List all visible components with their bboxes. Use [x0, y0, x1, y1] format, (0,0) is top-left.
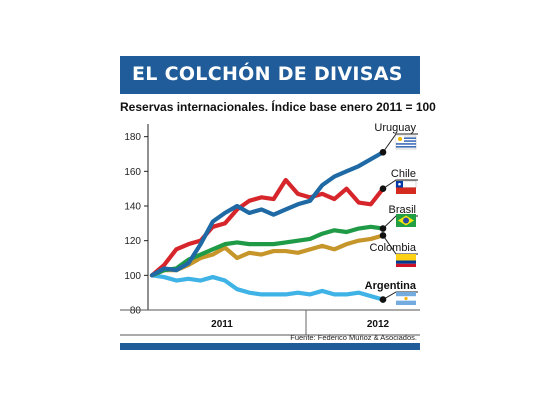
chart-title: EL COLCHÓN DE DIVISAS — [132, 63, 403, 85]
y-tick-label-80: 80 — [130, 306, 142, 317]
uruguay-flag-icon — [395, 135, 417, 150]
title-banner: EL COLCHÓN DE DIVISAS — [120, 56, 420, 94]
end-point-chile — [379, 185, 387, 192]
x-group-label-2012: 2012 — [367, 319, 390, 330]
flag-sun — [398, 137, 402, 141]
chart-subtitle: Reservas internacionales. Índice base en… — [120, 100, 436, 114]
series-label-chile: Chile — [391, 168, 416, 180]
series-line-colombia — [149, 233, 386, 278]
flag-stripe — [396, 143, 416, 145]
flag-red — [396, 263, 416, 267]
end-point-uruguay — [379, 148, 387, 156]
series-label-argentina: Argentina — [365, 280, 417, 292]
flag-star — [398, 182, 401, 186]
flag-yellow — [396, 254, 416, 261]
chile-flag-icon — [395, 180, 417, 194]
flag-stripe — [396, 137, 416, 139]
flag-blue — [396, 260, 416, 264]
leader-line-chile — [382, 179, 418, 190]
series-layer — [149, 150, 386, 302]
series-label-uruguay: Uruguay — [374, 122, 416, 134]
y-tick-label-160: 160 — [124, 167, 141, 178]
series-label-colombia: Colombia — [370, 242, 417, 254]
y-tick-label-100: 100 — [124, 271, 141, 282]
y-tick-label-180: 180 — [124, 132, 141, 143]
end-point-argentina — [379, 296, 387, 303]
leader-line-uruguay — [382, 133, 418, 153]
source-note: Fuente: Federico Muñoz & Asociados. — [290, 333, 417, 342]
flag-bottom — [396, 300, 416, 305]
series-line-argentina — [149, 273, 386, 302]
series-line-uruguay — [149, 150, 386, 278]
y-tick-label-140: 140 — [124, 202, 141, 213]
flag-stripe — [396, 146, 416, 148]
flag-top — [396, 292, 416, 297]
end-point-brasil — [379, 225, 387, 232]
brasil-flag-icon — [396, 214, 416, 227]
argentina-flag-icon — [396, 292, 416, 305]
series-label-brasil: Brasil — [388, 204, 416, 216]
flag-stripe — [396, 140, 416, 142]
flag-globe — [403, 217, 409, 224]
end-point-colombia — [379, 232, 387, 239]
labels-layer: Uruguay Chile Brasil Colombia Argentina — [365, 122, 418, 305]
axes: 80 100 120 140 160 180 2011 2012 — [120, 124, 420, 336]
flag-sun — [404, 296, 408, 301]
x-group-label-2011: 2011 — [211, 319, 233, 330]
colombia-flag-icon — [396, 254, 416, 267]
series-line-chile — [149, 177, 386, 278]
y-tick-label-120: 120 — [124, 236, 141, 247]
flag-bottom — [396, 187, 416, 194]
footer-band — [120, 343, 420, 350]
